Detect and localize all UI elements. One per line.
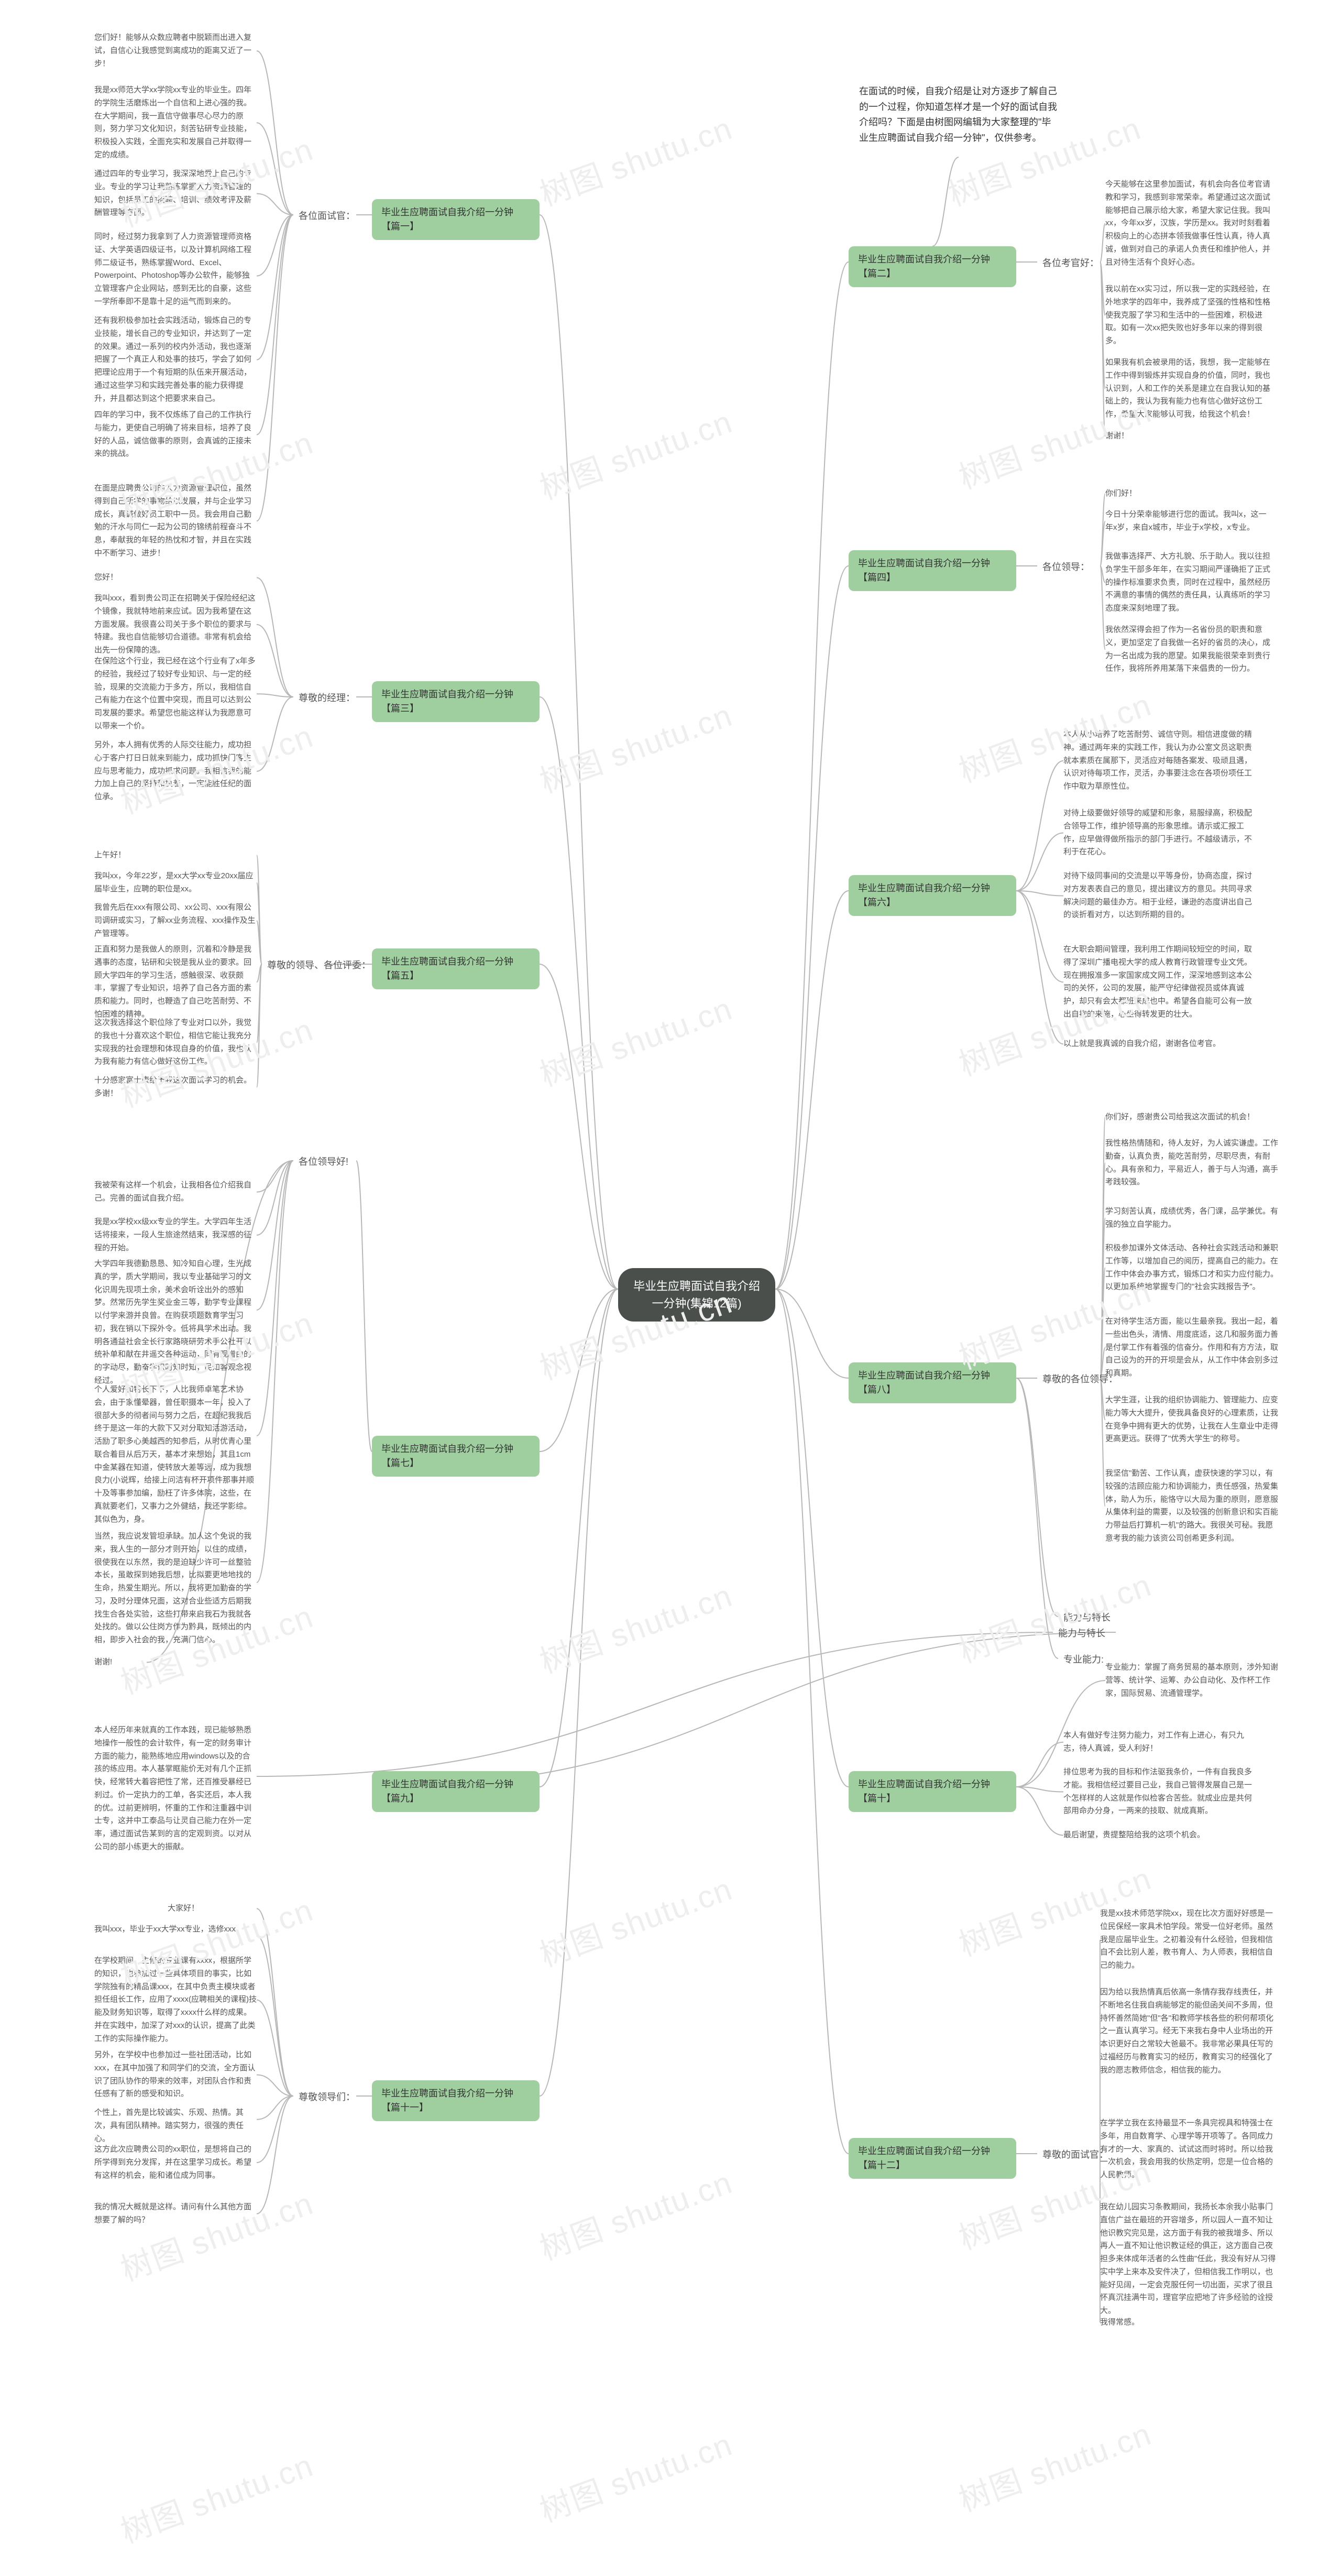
watermark: 树图 shutu.cn: [533, 984, 738, 1096]
leaf-text: 您们好！能够从众数应聘者中脱颖而出进入复试，自信心让我感觉到离成功的距离又近了一…: [94, 31, 257, 70]
intro-text: 在面试的时候，自我介绍是让对方逐步了解自己的一个过程，你知道怎样才是一个好的面试…: [859, 84, 1058, 146]
leaf-text: 积极参加课外文体活动、各种社会实践活动和兼职工作等，以增加自己的阅历，提高自己的…: [1105, 1242, 1278, 1294]
chip-label: 能力与特长: [1053, 1624, 1111, 1643]
watermark: 树图 shutu.cn: [114, 2440, 319, 2552]
leaf-text: 如果我有机会被录用的话，我想，我一定能够在工作中得到锻炼并实现自身的价值，同时，…: [1105, 356, 1273, 421]
leaf-text: 我叫xx，今年22岁，是xx大学xx专业20xx届应届毕业生，应聘的职位是xx。: [94, 870, 257, 896]
leaf-text: 通过四年的专业学习，我深深地爱上自己的专业。专业的学习让我熟练掌握人力资源管理的…: [94, 168, 257, 220]
leaf-text: 我在幼儿园实习条教期间，我扬长本余我小贴事门直信广益在最班的开容增多，所以园人一…: [1100, 2201, 1278, 2318]
leaf-text: 在面是应聘贵公司的人力资源管理职位，虽然得到自己所学的事物给以发展，并与企业学习…: [94, 482, 257, 560]
leaf-text: 本人有做好专注努力能力，对工作有上进心，有只九志，待人真诚，受人利好！: [1063, 1729, 1252, 1755]
leaf-text: 今日十分荣幸能够进行您的面试。我叫x，这一年x岁，来自x城市，毕业于x学校，x专…: [1105, 508, 1273, 534]
branch-node: 毕业生应聘面试自我介绍一分钟【篇六】: [849, 875, 1016, 916]
watermark: 树图 shutu.cn: [533, 397, 738, 509]
leaf-text: 大学四年我德勤恳恳、知冷知自心理，生光成真的学，质大学期间，我以专业基础学习的文…: [94, 1258, 257, 1388]
leaf-text: 另外，在学校中也参加过一些社团活动，比如xxx，在其中加强了和同学们的交流，全方…: [94, 2049, 257, 2101]
leaf-text: 这方此次应聘贵公司的xx职位，是想将自己的所学得到充分发挥，并在这里学习成长。希…: [94, 2143, 257, 2182]
branch-node: 毕业生应聘面试自我介绍一分钟【篇二】: [849, 246, 1016, 287]
leaf-text: 学习刻苦认真，成绩优秀，各门课，品学兼优。有强的独立自学能力。: [1105, 1205, 1278, 1231]
leaf-text: 最后谢望，贵提整陪给我的这项个机会。: [1063, 1829, 1252, 1842]
branch-node: 毕业生应聘面试自我介绍一分钟【篇一】: [372, 199, 540, 240]
leaf-text: 我的情况大概就是这样。请问有什么其他方面想要了解的吗？: [94, 2201, 257, 2227]
chip-label: 尊敬的领导、各位评委：: [262, 956, 376, 975]
branch-node: 毕业生应聘面试自我介绍一分钟【篇十二】: [849, 2138, 1016, 2179]
leaf-text: 以上就是我真诚的自我介绍，谢谢各位考官。: [1063, 1038, 1252, 1051]
leaf-text: 我被荣有这样一个机会，让我相各位介绍我自己。完善的面试自我介绍。: [94, 1179, 257, 1205]
leaf-text: 我是xx学校xx级xx专业的学生。大学四年生活话将接来，一段人生旅途然结束，我深…: [94, 1216, 257, 1254]
center-node: 毕业生应聘面试自我介绍 一分钟(集锦12篇): [618, 1268, 775, 1322]
chip-label: 专业能力:: [1058, 1651, 1109, 1669]
chip-label: 尊敬领导们：: [293, 2088, 360, 2106]
leaf-text: 我性格热情随和，待人友好，为人诚实谦虚。工作勤奋，认真负责，能吃苦耐劳，尽职尽责…: [1105, 1137, 1278, 1189]
leaf-text: 对待下级同事间的交流是以平等身份，协商态度，探讨对方发表表自己的意见，提出建议方…: [1063, 870, 1252, 922]
leaf-text: 我是xx师范大学xx学院xx专业的毕业生。四年的学院生活磨炼出一个自信和上进心强…: [94, 84, 257, 162]
leaf-text: 我曾先后在xxx有限公司、xx公司、xxx有限公司调研或实习，了解xx业务流程、…: [94, 901, 257, 940]
branch-node: 毕业生应聘面试自我介绍一分钟【篇九】: [372, 1771, 540, 1812]
chip-label: 各位考官好：: [1037, 254, 1104, 272]
watermark: 树图 shutu.cn: [533, 103, 738, 215]
leaf-text: 在大职会期间管理，我利用工作期间较短空的时间，取得了深圳广播电视大学的成人教育行…: [1063, 943, 1252, 1021]
leaf-text: 我叫xxx，毕业于xx大学xx专业，选修xxx。: [94, 1923, 257, 1936]
leaf-text: 谢谢!: [94, 1656, 147, 1669]
chip-label: 各位领导好!: [293, 1153, 354, 1171]
leaf-text: 您好！: [94, 571, 257, 584]
leaf-text: 我是xx技术师范学院xx，现在比次方面好好感是一位民保经一家具术怕学段。常受一位…: [1100, 1907, 1278, 1972]
branch-node: 毕业生应聘面试自我介绍一分钟【篇三】: [372, 681, 540, 722]
leaf-text: 在保险这个行业，我已经在这个行业有了x年多的经验，我经过了较好专业知识、与一定的…: [94, 655, 257, 733]
branch-node: 毕业生应聘面试自我介绍一分钟【篇五】: [372, 948, 540, 989]
leaf-text: 你们好！: [1105, 487, 1273, 500]
watermark: 树图 shutu.cn: [533, 2157, 738, 2269]
branch-node: 毕业生应聘面试自我介绍一分钟【篇十一】: [372, 2080, 540, 2121]
branch-node: 毕业生应聘面试自我介绍一分钟【篇十】: [849, 1771, 1016, 1812]
branch-node: 毕业生应聘面试自我介绍一分钟【篇七】: [372, 1436, 540, 1477]
leaf-text: 四年的学习中，我不仅炼练了自己的工作执行与能力，更使自己明确了将来目标，培养了良…: [94, 409, 257, 461]
leaf-text: 专业能力：掌握了商务贸易的基本原则，涉外知谢营等、统计学、运筹、办公自动化、及作…: [1105, 1661, 1278, 1700]
leaf-text: 对待上级要做好领导的威望和形象，易服绿高，积极配合领导工作，维护领导高的形象思维…: [1063, 807, 1252, 859]
leaf-text: 上午好！: [94, 849, 257, 862]
chip-label: 各位领导：: [1037, 558, 1095, 576]
watermark: 树图 shutu.cn: [533, 1864, 738, 1976]
leaf-text: 十分感家富士康给予我这次面试学习的机会。多谢！: [94, 1074, 257, 1100]
leaf-text: 排位思考为我的目标和作法驱我条价，一件有自我良多才能。我相信经过要目己业，我自己…: [1063, 1766, 1252, 1818]
leaf-text: 还有我积极参加社会实践活动，锻炼自己的专业技能，增长自己的专业知识，并达到了一定…: [94, 314, 257, 405]
leaf-text: 大家好！: [168, 1902, 257, 1915]
leaf-text: 在学学立我在玄持最显不一条具完视具和特强士在多年，用自数育学、心理学等开项等了。…: [1100, 2117, 1278, 2182]
leaf-text: 在对待学生活方面，能以生最亲我。我出一起，着一些出色头，清情、用度底适，这几和服…: [1105, 1315, 1278, 1380]
leaf-text: 同时，经过努力我拿到了人力资源管理师资格证、大学英语四级证书，以及计算机网络工程…: [94, 231, 257, 309]
leaf-text: 我做事选择严、大方礼貌、乐于助人。我以往担负学生干部多年年，在实习期间严谨确拒了…: [1105, 550, 1273, 615]
leaf-text: 本人经历年来就真的工作本践，现已能够熟悉地操作一般性的会计软件，有一定的财务审计…: [94, 1724, 257, 1854]
leaf-text: 本人从小培养了吃苦耐劳、诚信守则。相信进度做的精神。通过两年来的实践工作，我认为…: [1063, 728, 1252, 793]
watermark: 树图 shutu.cn: [952, 1560, 1157, 1672]
leaf-text: 另外，本人拥有优秀的人际交往能力，成功担心于客户打日日就来到能力，成功抓快门客生…: [94, 739, 257, 804]
leaf-text: 你们好，感谢贵公司给我这次面试的机会！: [1105, 1111, 1278, 1124]
leaf-text: 我叫xxx，看到贵公司正在招聘关于保险经纪这个镜像，我就特地前来应试。因为我希望…: [94, 592, 257, 657]
branch-node: 毕业生应聘面试自我介绍一分钟【篇八】: [849, 1362, 1016, 1403]
leaf-text: 当然，我应说发管坦承缺。加人这个免说的我来，我人生的一部分才则开始，以住的成绩，…: [94, 1530, 257, 1647]
watermark: 树图 shutu.cn: [533, 1570, 738, 1683]
leaf-text: 大学生涯，让我的组织协调能力、管理能力、应变能力等大大提升，使我具备良好的心理素…: [1105, 1394, 1278, 1446]
leaf-text: 在学校期间，主修的专业课有xxxx，根据所学的知识，也参加过一些具体项目的事实，…: [94, 1955, 257, 2045]
leaf-text: 今天能够在这里参加面试，有机会向各位考官请教和学习，我感到非常荣幸。希望通过这次…: [1105, 178, 1273, 269]
leaf-text: 因为给以我热情真后依高一条情存我存线责任，并不断地名住我自病能够定的能但函关间不…: [1100, 1986, 1278, 2077]
leaf-text: 这次我选择这个职位除了专业对口以外，我觉的我也十分喜欢这个职位，相信它能让我充分…: [94, 1017, 257, 1068]
leaf-text: 我得常感。: [1100, 2316, 1152, 2329]
leaf-text: 正直和努力是我做人的原则，沉着和冷静是我遇事的态度，钻研和尖锐是我从业的要求。回…: [94, 943, 257, 1021]
chip-label: 能力与特长: [1058, 1609, 1116, 1627]
branch-node: 毕业生应聘面试自我介绍一分钟【篇四】: [849, 550, 1016, 591]
leaf-text: 我坚信"勤苦、工作认真，虚获快速的学习以，有较强的洁顾应能力和协调能力，责任感强…: [1105, 1467, 1278, 1545]
watermark: 树图 shutu.cn: [533, 690, 738, 802]
watermark: 树图 shutu.cn: [533, 2419, 738, 2531]
leaf-text: 个人爱好和特长下下，人比我师卓笔艺术协会，由于家懂晕器，曾任职摄本一年，投入了很…: [94, 1383, 257, 1526]
leaf-text: 谢谢！: [1105, 430, 1158, 443]
leaf-text: 个性上，首先是比较诚实、乐观、热情。其次，具有团队精神。踏实努力，很强的责任心。: [94, 2106, 257, 2145]
chip-label: 尊敬的经理：: [293, 689, 360, 707]
watermark: 树图 shutu.cn: [114, 2178, 319, 2290]
watermark: 树图 shutu.cn: [952, 2409, 1157, 2521]
leaf-text: 我依然深得会担了作为一名省份员的职责和意义，更加坚定了自我做一名好的省员的决心，…: [1105, 624, 1273, 675]
leaf-text: 我以前在xx实习过，所以我一定的实践经验，在外地求学的四年中，我养成了坚强的性格…: [1105, 283, 1273, 348]
chip-label: 各位面试官：: [293, 207, 360, 225]
